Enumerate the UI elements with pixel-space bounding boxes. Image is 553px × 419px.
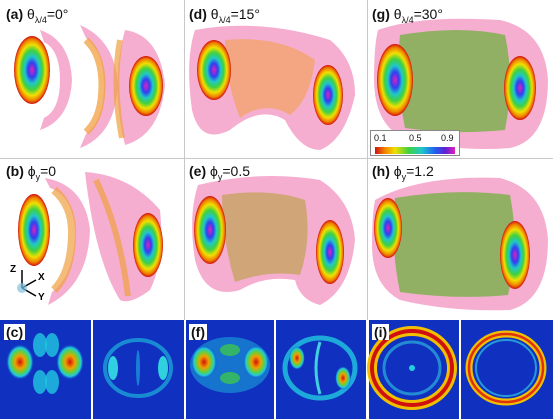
- panel-d-symbol: θ: [210, 6, 219, 22]
- panel-d-shapes: [189, 25, 355, 150]
- panel-g-label: (g) θλ/4=30°: [372, 6, 443, 28]
- panel-e-value: =0.5: [222, 163, 250, 179]
- panel-h-value: =1.2: [406, 163, 434, 179]
- colorbar-tick-0: 0.1: [374, 133, 387, 143]
- panel-d-label: (d) θλ/4=15°: [189, 6, 260, 28]
- panel-h-shapes: [372, 177, 548, 311]
- panel-g-shapes: [374, 18, 548, 149]
- panel-d-tag: (d): [189, 6, 207, 22]
- axes-triad: Z X Y: [8, 262, 58, 312]
- separator-row1: [0, 158, 553, 159]
- axis-y-label: Y: [38, 292, 45, 303]
- panel-f-tag: (f): [191, 324, 205, 340]
- panel-d-value: =15°: [230, 6, 260, 22]
- panel-a-label: (a) θλ/4=0°: [6, 6, 68, 28]
- colorbar-tick-2: 0.9: [441, 133, 454, 143]
- panel-b-subscript: y: [35, 171, 41, 182]
- panel-h-label: (h) ϕy=1.2: [372, 163, 434, 185]
- panel-g-symbol: θ: [393, 6, 402, 22]
- panel-i-images: [367, 320, 553, 419]
- panel-b-label: (b) ϕy=0: [6, 163, 56, 185]
- panel-a-symbol: θ: [27, 6, 35, 22]
- panel-e-tag: (e): [189, 163, 207, 179]
- separator-col1: [184, 0, 185, 320]
- panel-g-subscript: λ/4: [401, 14, 414, 25]
- panel-c-images: [0, 320, 184, 419]
- panel-c-label: (c): [4, 324, 26, 340]
- panel-e-label: (e) ϕy=0.5: [189, 163, 250, 185]
- panel-e-subscript: y: [217, 171, 223, 182]
- panel-f-label: (f): [189, 324, 207, 340]
- colorbar-gradient: [375, 147, 455, 154]
- panel-g-tag: (g): [372, 6, 390, 22]
- panel-b-value: =0: [40, 163, 57, 179]
- panel-e-shapes: [192, 176, 355, 305]
- panel-h-subscript: y: [401, 171, 407, 182]
- panel-h-tag: (h): [372, 163, 390, 179]
- colorbar-tick-1: 0.5: [409, 133, 422, 143]
- panel-c-tag: (c): [6, 324, 24, 340]
- panel-f-images: [186, 320, 366, 419]
- panel-a-value: =0°: [46, 6, 69, 22]
- panel-i-tag: (i): [374, 324, 388, 340]
- panel-b-symbol: ϕ: [27, 163, 36, 179]
- axis-x-label: X: [38, 272, 45, 283]
- axes-icon: [17, 270, 37, 297]
- panel-a-shapes: [14, 25, 165, 148]
- panel-a-tag: (a): [6, 6, 24, 22]
- panel-a-subscript: λ/4: [34, 14, 47, 25]
- separator-col2: [367, 0, 368, 320]
- colorbar: 0.1 0.5 0.9: [370, 130, 460, 156]
- panel-b-shapes: [18, 172, 163, 305]
- panel-h-symbol: ϕ: [393, 163, 402, 179]
- axis-z-label: Z: [10, 264, 17, 275]
- panel-i-label: (i): [372, 324, 390, 340]
- panel-e-symbol: ϕ: [210, 163, 218, 179]
- panel-g-value: =30°: [413, 6, 443, 22]
- panel-b-tag: (b): [6, 163, 24, 179]
- panel-d-subscript: λ/4: [218, 14, 231, 25]
